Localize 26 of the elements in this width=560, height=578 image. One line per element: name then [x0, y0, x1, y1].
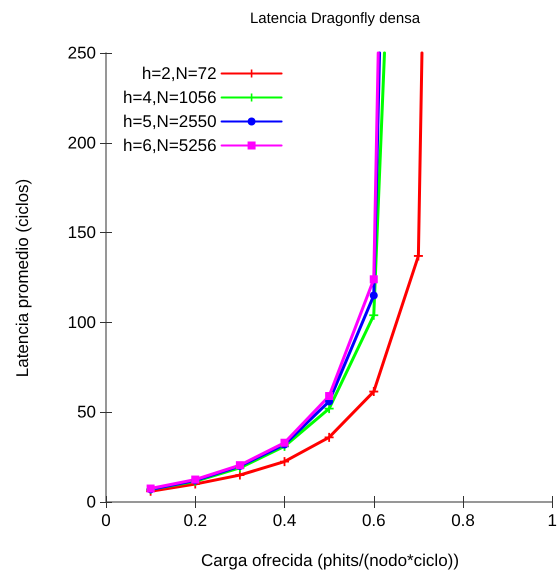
point	[325, 392, 334, 400]
y-tick-label: 100	[68, 312, 96, 332]
y-tick-label: 50	[77, 402, 96, 422]
x-tick-label: 0.4	[272, 511, 296, 530]
point	[324, 432, 334, 442]
x-tick-label: 1	[548, 511, 558, 530]
x-axis-title: Carga ofrecida (phits/(nodo*ciclo))	[201, 551, 459, 570]
y-tick-label: 250	[68, 44, 96, 62]
point	[370, 275, 378, 284]
x-tick-label: 0	[101, 511, 111, 530]
point	[370, 291, 378, 300]
y-tick-label: 0	[86, 492, 96, 512]
y-axis-title: Latencia promedio (ciclos)	[13, 178, 32, 378]
x-tick-label: 0.6	[362, 511, 386, 530]
point	[369, 387, 378, 396]
legend-label: h=6,N=5256	[122, 136, 217, 155]
x-tick-label: 0.2	[183, 511, 208, 530]
y-tick-label: 150	[68, 223, 96, 242]
y-tick-label: 200	[68, 133, 96, 152]
point	[324, 404, 334, 414]
point	[280, 457, 290, 466]
legend-label: h=4,N=1056	[122, 88, 217, 107]
legend-label: h=2,N=72	[142, 64, 217, 83]
x-tick-label: 0.8	[451, 511, 475, 530]
chart-title: Latencia Dragonfly densa	[250, 10, 421, 27]
legend-label: h=5,N=2550	[122, 112, 217, 131]
